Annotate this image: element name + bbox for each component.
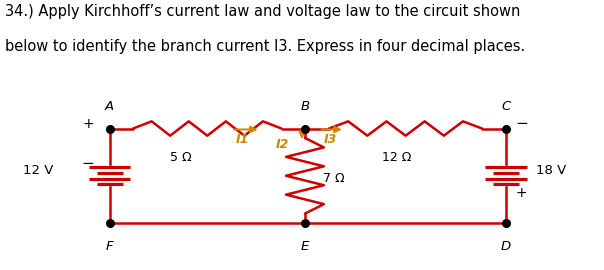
Text: below to identify the branch current I3. Express in four decimal places.: below to identify the branch current I3.… xyxy=(5,39,525,54)
Text: 34.) Apply Kirchhoff’s current law and voltage law to the circuit shown: 34.) Apply Kirchhoff’s current law and v… xyxy=(5,4,520,19)
Text: −: − xyxy=(81,156,94,171)
Text: +: + xyxy=(515,186,527,200)
Text: F: F xyxy=(106,240,114,253)
Text: 12 Ω: 12 Ω xyxy=(382,151,411,164)
Text: 5 Ω: 5 Ω xyxy=(170,151,191,164)
Text: C: C xyxy=(501,100,511,113)
Text: I1: I1 xyxy=(236,133,249,146)
Text: E: E xyxy=(301,240,309,253)
Text: 12 V: 12 V xyxy=(24,164,54,177)
Text: D: D xyxy=(501,240,512,253)
Text: B: B xyxy=(300,100,309,113)
Text: +: + xyxy=(82,117,94,131)
Text: 7 Ω: 7 Ω xyxy=(323,172,344,185)
Text: I2: I2 xyxy=(275,138,289,151)
Text: −: − xyxy=(515,116,528,131)
Text: A: A xyxy=(105,100,114,113)
Text: 18 V: 18 V xyxy=(536,164,566,177)
Text: I3: I3 xyxy=(324,133,337,146)
